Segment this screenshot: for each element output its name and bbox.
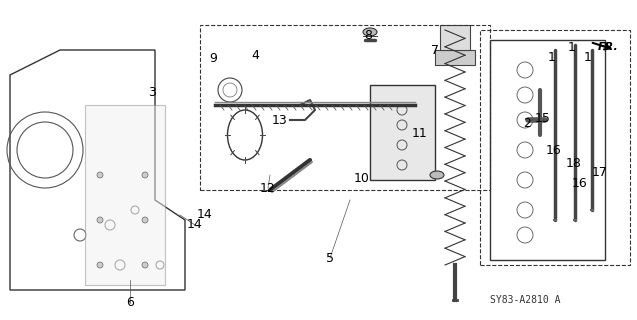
Bar (85, 105, 165, 285)
Text: 9: 9 (209, 52, 217, 65)
Circle shape (97, 217, 103, 223)
Text: 6: 6 (126, 297, 134, 309)
Text: 11: 11 (412, 126, 428, 140)
Circle shape (97, 262, 103, 268)
Text: 12: 12 (260, 181, 276, 195)
Bar (490, 40, 605, 260)
Ellipse shape (363, 28, 377, 36)
Text: SY83-A2810 A: SY83-A2810 A (490, 295, 561, 305)
Ellipse shape (430, 171, 444, 179)
Text: 5: 5 (326, 252, 334, 265)
Circle shape (142, 262, 148, 268)
Text: 1: 1 (548, 51, 556, 63)
Text: 1: 1 (568, 41, 576, 53)
Text: 17: 17 (592, 165, 608, 179)
Text: 14: 14 (187, 219, 203, 231)
Text: 16: 16 (546, 143, 562, 156)
Text: 7: 7 (431, 44, 439, 57)
Bar (440, 25, 470, 50)
Text: 15: 15 (535, 111, 551, 124)
Text: 13: 13 (272, 114, 288, 126)
Text: 1: 1 (584, 51, 592, 63)
Circle shape (97, 172, 103, 178)
Circle shape (142, 217, 148, 223)
Text: 14: 14 (197, 209, 213, 221)
Bar (370, 85, 435, 180)
Bar (480, 30, 630, 265)
Text: 18: 18 (566, 156, 582, 170)
Text: 16: 16 (572, 177, 588, 189)
Text: 10: 10 (354, 172, 370, 185)
Text: 4: 4 (251, 49, 259, 61)
Text: FR.: FR. (598, 42, 619, 52)
Circle shape (142, 172, 148, 178)
Text: 8: 8 (364, 28, 372, 42)
Bar (200, 25, 490, 190)
Text: 3: 3 (148, 85, 156, 99)
Text: 2: 2 (523, 116, 531, 130)
Bar (435, 50, 475, 65)
